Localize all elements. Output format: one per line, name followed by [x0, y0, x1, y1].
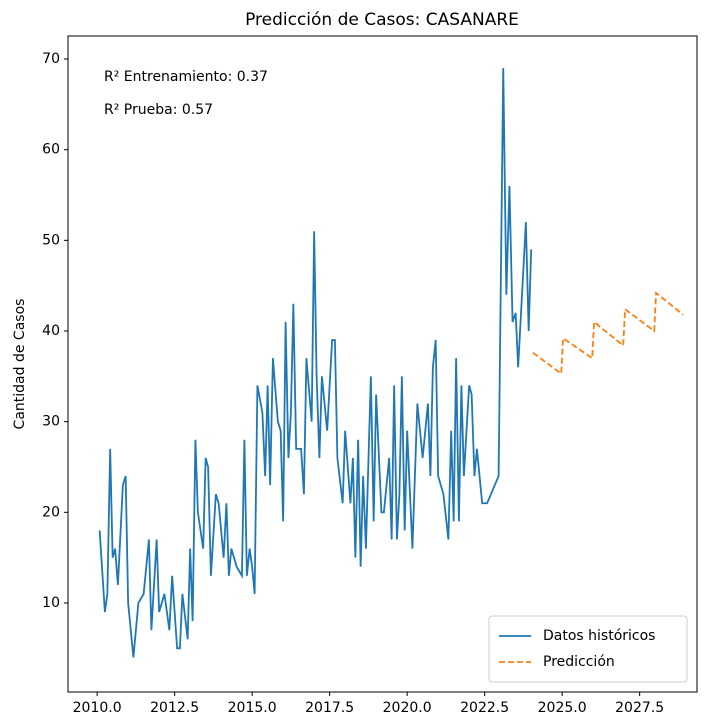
x-tick-label: 2017.5 — [305, 700, 354, 716]
legend-label: Datos históricos — [543, 628, 655, 644]
annotation: R² Prueba: 0.57 — [104, 102, 213, 118]
y-tick-label: 60 — [42, 142, 60, 158]
x-tick-label: 2012.5 — [150, 700, 199, 716]
legend-box — [488, 615, 688, 683]
x-tick-label: 2022.5 — [460, 700, 509, 716]
y-tick-label: 30 — [42, 414, 60, 430]
y-tick-label: 10 — [42, 595, 60, 611]
x-tick-label: 2025.0 — [538, 700, 587, 716]
y-tick-label: 70 — [42, 51, 60, 67]
x-tick-label: 2010.0 — [73, 700, 122, 716]
legend-label: Predicción — [543, 654, 615, 670]
y-axis-label: Cantidad de Casos — [12, 299, 28, 430]
series-line — [98, 68, 533, 658]
x-tick-label: 2027.5 — [615, 700, 664, 716]
x-tick-label: 2015.0 — [228, 700, 277, 716]
chart-title: Predicción de Casos: CASANARE — [245, 10, 519, 30]
series-line — [532, 291, 684, 376]
y-tick-label: 20 — [42, 504, 60, 520]
y-tick-label: 40 — [42, 323, 60, 339]
plot-frame — [67, 35, 698, 693]
x-tick-label: 2020.0 — [383, 700, 432, 716]
annotation: R² Entrenamiento: 0.37 — [104, 69, 268, 85]
y-tick-label: 50 — [42, 232, 60, 248]
